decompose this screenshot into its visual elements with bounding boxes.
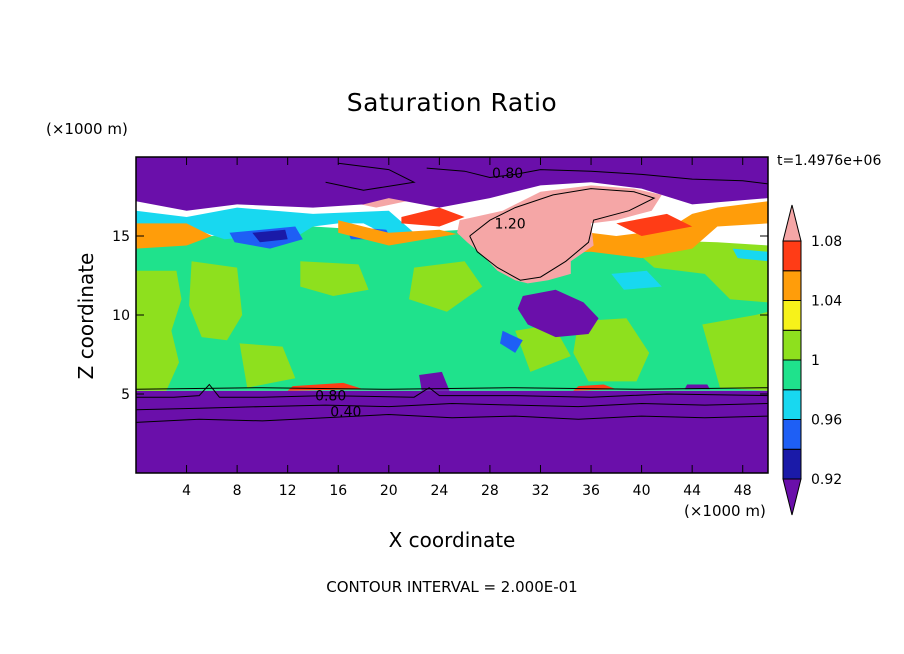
- x-tick-label-36: 36: [582, 483, 600, 499]
- colorbar-bin-9: [782, 204, 802, 242]
- x-axis-unit: (×1000 m): [684, 502, 766, 520]
- contour-line-3: [469, 188, 656, 281]
- contour-region-2: [136, 270, 182, 391]
- contour-line-4: [426, 167, 768, 185]
- contour-region-11: [136, 207, 415, 243]
- colorbar-label-1: 0.96: [811, 413, 842, 429]
- colorbar-bin-0: [782, 478, 802, 516]
- contour-interval-note: CONTOUR INTERVAL = 2.000E-01: [326, 578, 578, 596]
- contour-line-5: [325, 162, 416, 191]
- contour-region-31: [732, 248, 768, 262]
- contour-region-17: [401, 207, 465, 227]
- x-tick-label-4: 4: [182, 483, 191, 499]
- contour-region-25: [419, 371, 450, 391]
- contour-region-23: [136, 157, 768, 211]
- contour-label-0: 0.80: [315, 389, 346, 405]
- colorbar-bin-4: [782, 359, 802, 391]
- y-tick-label-10: 10: [112, 308, 130, 324]
- colorbar-bin-6: [782, 300, 802, 331]
- contour-line-1: [136, 402, 768, 411]
- y-tick-label-15: 15: [112, 229, 130, 245]
- colorbar-bin-2: [782, 419, 802, 450]
- contour-region-4: [239, 343, 296, 388]
- x-tick-label-40: 40: [633, 483, 651, 499]
- y-tick-label-5: 5: [121, 387, 130, 403]
- colorbar-label-3: 1.04: [811, 294, 842, 310]
- contour-label-1: 0.40: [330, 404, 361, 420]
- contour-region-18: [616, 213, 693, 236]
- x-tick-label-8: 8: [233, 483, 242, 499]
- x-tick-label-28: 28: [481, 483, 499, 499]
- contour-region-9: [702, 311, 768, 391]
- colorbar-bin-1: [782, 448, 802, 480]
- colorbar-bin-5: [782, 329, 802, 361]
- x-tick-label-12: 12: [279, 483, 297, 499]
- x-tick-label-48: 48: [734, 483, 752, 499]
- time-label: t=1.4976e+06: [777, 153, 882, 169]
- contour-region-15: [136, 223, 212, 249]
- contour-region-10: [300, 261, 369, 296]
- y-axis-unit: (×1000 m): [46, 120, 128, 138]
- colorbar: 0.92 0.96 1 1.04 1.08: [782, 204, 842, 516]
- contour-region-14: [252, 229, 288, 243]
- contour-region-3: [189, 261, 243, 341]
- contour-region-0: [136, 390, 768, 473]
- contour-line-layer: 0.800.401.200.80: [136, 162, 768, 423]
- x-tick-label-32: 32: [532, 483, 550, 499]
- contour-line-0: [136, 413, 768, 423]
- chart-title: Saturation Ratio: [346, 88, 558, 117]
- contour-region-5: [409, 261, 483, 312]
- colorbar-label-0: 0.92: [811, 472, 842, 488]
- contour-region-7: [573, 318, 650, 382]
- x-tick-label-20: 20: [380, 483, 398, 499]
- contour-region-19: [457, 185, 662, 284]
- contour-fill-layer: [136, 157, 768, 473]
- colorbar-bin-3: [782, 389, 802, 420]
- x-tick-label-44: 44: [683, 483, 701, 499]
- contour-region-30: [611, 270, 662, 290]
- colorbar-bin-7: [782, 270, 802, 301]
- contour-line-6: [136, 387, 768, 390]
- colorbar-label-4: 1.08: [811, 234, 842, 250]
- x-axis-label: X coordinate: [388, 528, 516, 552]
- contour-region-24: [517, 289, 599, 338]
- colorbar-bin-8: [782, 240, 802, 272]
- x-tick-label-16: 16: [329, 483, 347, 499]
- contour-region-26: [500, 330, 523, 353]
- contour-line-2: [136, 383, 768, 398]
- contour-label-2: 1.20: [495, 216, 526, 232]
- contour-label-3: 0.80: [492, 166, 523, 182]
- colorbar-label-2: 1: [811, 353, 820, 369]
- x-tick-label-24: 24: [430, 483, 448, 499]
